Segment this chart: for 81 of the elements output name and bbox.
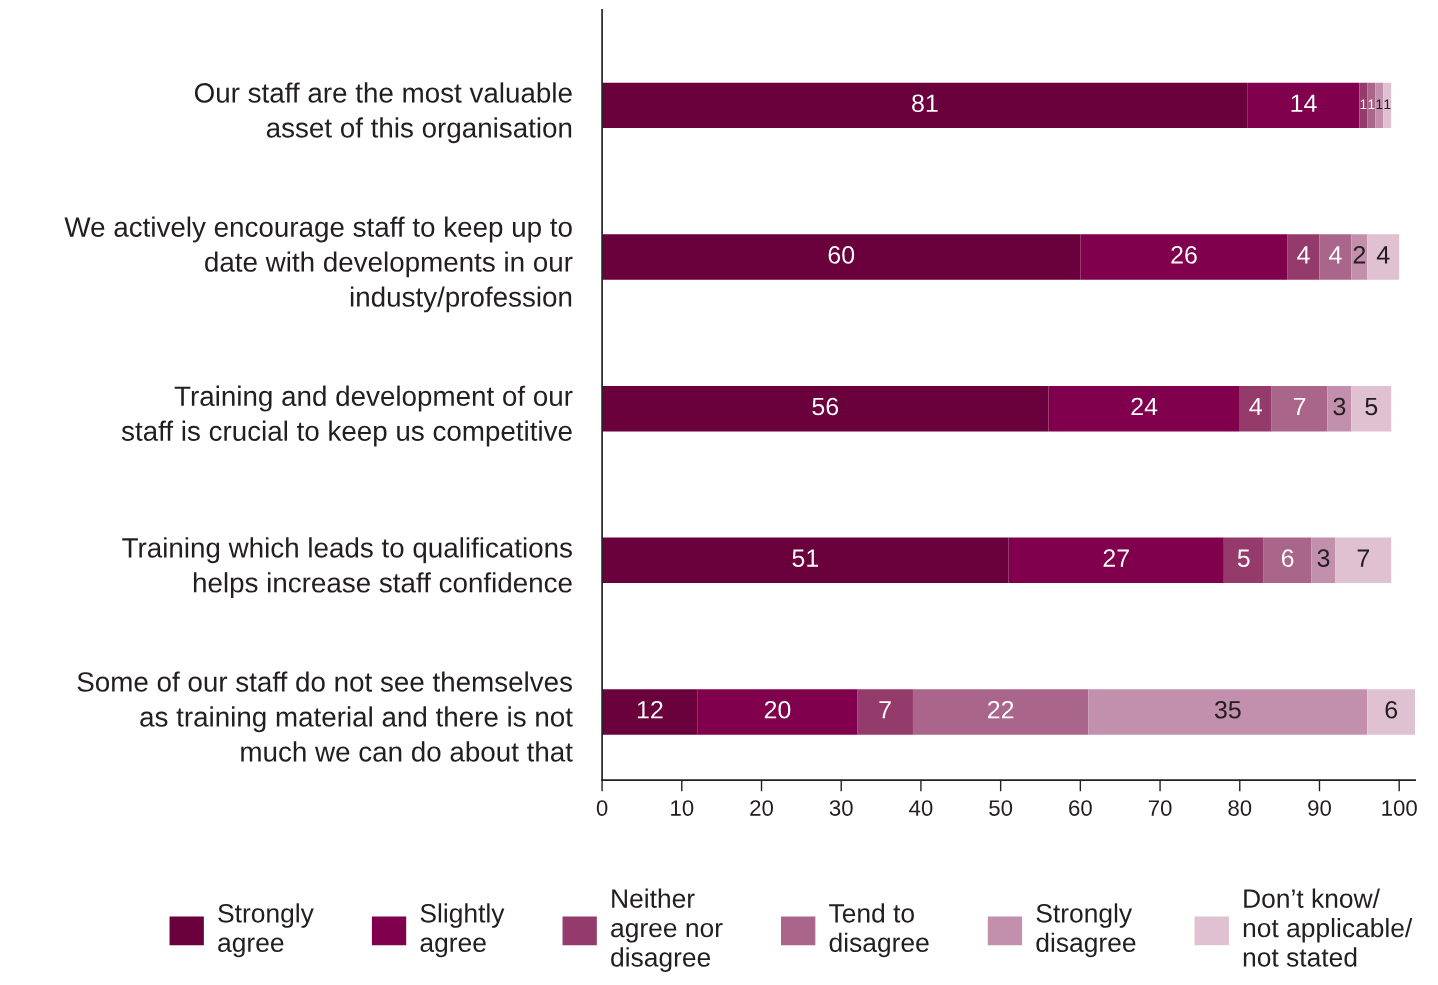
- bar: [1367, 82, 1376, 129]
- bar: [1271, 385, 1328, 432]
- bar: [697, 689, 858, 735]
- data-label: 3: [1333, 397, 1346, 416]
- data-label: 7: [1357, 549, 1370, 567]
- bar: [602, 234, 1081, 280]
- bar: [1223, 537, 1264, 583]
- x-tick-label: 30: [829, 800, 853, 816]
- data-label: 22: [988, 700, 1014, 719]
- bar: [602, 537, 1009, 583]
- x-tick-label: 60: [1069, 800, 1092, 816]
- bar: [1367, 234, 1400, 280]
- x-tick-label: 90: [1308, 800, 1331, 816]
- data-label: 3: [1317, 549, 1330, 567]
- bar: [602, 82, 1248, 129]
- data-label: 56: [812, 397, 839, 416]
- bar: [1088, 689, 1368, 735]
- bar: [857, 689, 913, 735]
- data-label: 2: [1353, 246, 1366, 264]
- bar: [1287, 234, 1320, 280]
- legend-label: Slightly agree: [420, 903, 505, 958]
- bar: [1327, 385, 1352, 432]
- x-tick-label: 40: [909, 800, 933, 816]
- bar: [912, 689, 1089, 735]
- data-label: 60: [828, 246, 855, 264]
- x-tick-label: 80: [1228, 800, 1252, 816]
- data-label: 20: [764, 700, 791, 719]
- bar: [1080, 234, 1288, 280]
- data-label: 1: [1368, 99, 1375, 109]
- data-label: 6: [1385, 700, 1398, 719]
- bar: [1351, 234, 1368, 280]
- data-label: 5: [1365, 397, 1378, 416]
- data-label: 1: [1376, 99, 1383, 109]
- bar: [1367, 689, 1416, 735]
- data-label: 6: [1281, 549, 1294, 567]
- y-tick-label: Some of our staff do not see themselves as training material and there is not much we can do about that: [77, 671, 573, 762]
- bar: [1319, 234, 1352, 280]
- bar: [1239, 385, 1272, 432]
- x-tick-label: 20: [750, 800, 773, 816]
- legend-label: Neither agree nor disagree: [611, 888, 723, 972]
- data-label: 14: [1291, 94, 1317, 112]
- bar: [1008, 537, 1224, 583]
- data-label: 1: [1384, 99, 1391, 109]
- legend-label: Tend to disagree: [829, 903, 929, 958]
- bar: [1351, 385, 1392, 432]
- bar: [602, 689, 698, 735]
- legend-label: Don’t know/ not applicable/ not stated: [1243, 888, 1413, 967]
- legend-label: Strongly agree: [218, 903, 314, 958]
- y-tick-label: Our staff are the most valuable asset of this organisation: [194, 82, 572, 144]
- data-label: 26: [1171, 246, 1197, 264]
- x-tick-label: 100: [1382, 800, 1417, 816]
- bar: [1335, 537, 1392, 583]
- data-label: 4: [1376, 246, 1390, 264]
- data-label: 12: [637, 700, 663, 719]
- bar: [602, 385, 1049, 432]
- data-label: 24: [1131, 397, 1158, 416]
- data-label: 4: [1249, 397, 1262, 416]
- bar: [1375, 82, 1384, 129]
- y-tick-label: Training and development of our staff is crucial to keep us competitive: [121, 385, 573, 447]
- bar: [1048, 385, 1240, 432]
- data-label: 51: [792, 549, 819, 567]
- bar: [1263, 537, 1312, 583]
- data-label: 7: [1293, 397, 1306, 416]
- bar: [1359, 82, 1368, 129]
- bar: [1247, 82, 1360, 129]
- y-tick-label: Training which leads to qualifications helps increase staff confidence: [122, 537, 572, 599]
- bar: [1383, 82, 1392, 129]
- data-label: 4: [1297, 246, 1310, 264]
- data-label: 7: [879, 701, 891, 719]
- data-label: 1: [1360, 99, 1367, 109]
- x-tick-label: 0: [596, 800, 608, 816]
- legend-label: Strongly disagree: [1036, 903, 1136, 958]
- data-label: 5: [1237, 549, 1250, 567]
- x-tick-label: 10: [671, 800, 694, 816]
- data-label: 27: [1103, 549, 1129, 567]
- data-label: 35: [1214, 700, 1241, 719]
- y-tick-label: We actively encourage staff to keep up to date with developments in our industy/profession: [64, 216, 573, 313]
- data-label: 81: [912, 94, 938, 113]
- data-label: 4: [1329, 246, 1342, 264]
- x-tick-label: 70: [1148, 800, 1172, 816]
- x-tick-label: 50: [989, 800, 1013, 816]
